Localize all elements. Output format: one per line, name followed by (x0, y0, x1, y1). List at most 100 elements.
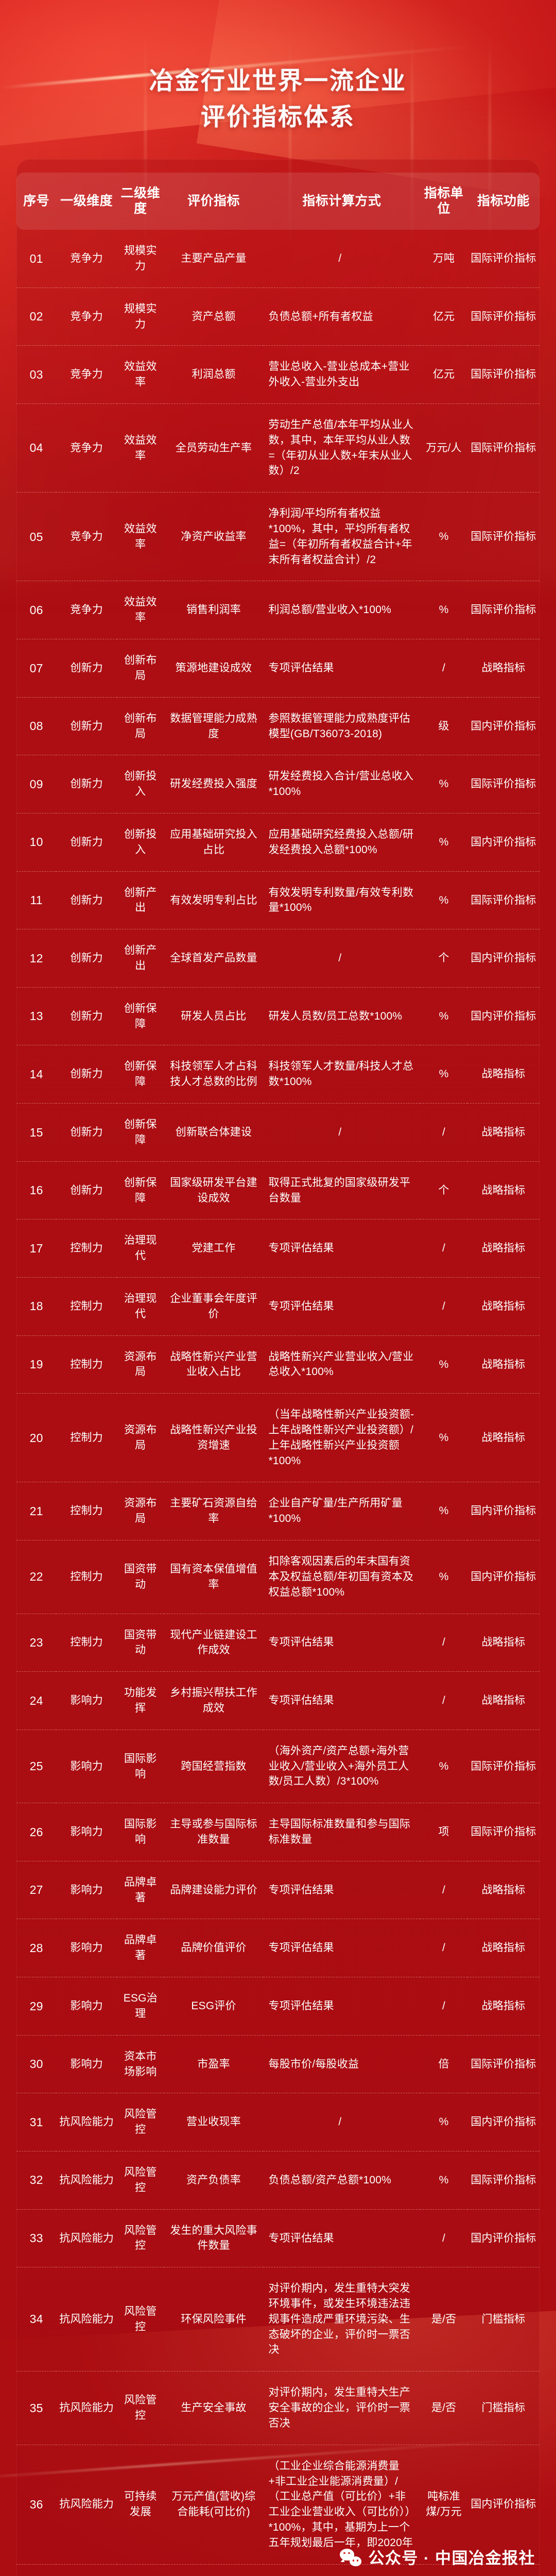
cell-dimension-2: 创新布局 (117, 697, 164, 756)
cell-dimension-2: 创新保障 (117, 987, 164, 1046)
table-row: 29 影响力 ESG治理 ESG评价 专项评估结果 / 战略指标 (16, 1977, 540, 2036)
cell-unit: 个 (420, 1161, 467, 1220)
cell-index: 08 (16, 697, 57, 756)
cell-function: 国际评价指标 (467, 230, 540, 288)
cell-calculation: 研发经费投入合计/营业总收入*100% (263, 755, 421, 814)
cell-dimension-1: 竞争力 (56, 345, 117, 404)
column-header-index: 序号 (23, 193, 50, 208)
cell-calculation: 利润总额/营业收入*100% (263, 581, 421, 640)
table-row: 27 影响力 品牌卓著 品牌建设能力评价 专项评估结果 / 战略指标 (16, 1861, 540, 1920)
cell-unit: 是/否 (420, 2267, 467, 2372)
cell-unit: / (420, 1671, 467, 1730)
cell-calculation: （海外资产/资产总额+海外营业收入/营业收入+海外员工人数/员工人数）/3*10… (263, 1730, 421, 1804)
cell-function: 国际评价指标 (467, 1730, 540, 1804)
cell-calculation: 企业自产矿量/生产所用矿量*100% (263, 1482, 421, 1541)
cell-indicator: 乡村振兴帮扶工作成效 (164, 1671, 264, 1730)
cell-unit: / (420, 1219, 467, 1278)
cell-function: 国际评价指标 (467, 755, 540, 814)
table-row: 22 控制力 国资带动 国有资本保值增值率 扣除客观因素后的年末国有资本及权益总额/年初… (16, 1540, 540, 1614)
cell-dimension-1: 创新力 (56, 987, 117, 1046)
cell-unit: % (420, 1045, 467, 1104)
cell-indicator: 发生的重大风险事件数量 (164, 2209, 264, 2268)
cell-unit: 级 (420, 697, 467, 756)
cell-dimension-2: 国资带动 (117, 1540, 164, 1614)
table-row: 32 抗风险能力 风险管控 资产负债率 负债总额/资产总额*100%% 国际评价指标 (16, 2151, 540, 2210)
cell-indicator: 品牌价值评价 (164, 1919, 264, 1978)
cell-calculation: 研发人员数/员工总数*100% (263, 987, 421, 1046)
cell-index: 21 (16, 1482, 57, 1541)
cell-index: 16 (16, 1161, 57, 1220)
cell-dimension-2: 创新产出 (117, 871, 164, 930)
cell-indicator: ESG评价 (164, 1977, 264, 2036)
cell-function: 国内评价指标 (467, 987, 540, 1046)
cell-dimension-1: 创新力 (56, 929, 117, 988)
cell-dimension-1: 影响力 (56, 1919, 117, 1978)
cell-index: 24 (16, 1671, 57, 1730)
table-row: 19 控制力 资源布局 战略性新兴产业营业收入占比 战略性新兴产业营业收入/营业总收入*… (16, 1335, 540, 1394)
cell-dimension-1: 创新力 (56, 639, 117, 698)
cell-index: 17 (16, 1219, 57, 1278)
cell-dimension-2: 效益效率 (117, 492, 164, 582)
cell-dimension-1: 创新力 (56, 813, 117, 872)
cell-dimension-2: 创新布局 (117, 639, 164, 698)
cell-index: 15 (16, 1103, 57, 1162)
cell-function: 国际评价指标 (467, 871, 540, 930)
table-header: 序号 一级维度 二级维度 评价指标 指标计算方式 指标单位 指标功能 (16, 173, 540, 230)
cell-calculation: 净利润/平均所有者权益*100%，其中，平均所有者权益=（年初所有者权益合计+年… (263, 492, 421, 582)
cell-dimension-2: 风险管控 (117, 2267, 164, 2372)
table-row: 30 影响力 资本市场影响 市盈率 每股市价/每股收益倍国际评价指标 (16, 2035, 540, 2094)
cell-unit: / (420, 1103, 467, 1162)
wechat-icon (340, 2548, 362, 2566)
cell-indicator: 净资产收益率 (164, 492, 264, 582)
cell-index: 02 (16, 287, 57, 346)
cell-calculation: 参照数据管理能力成熟度评估模型(GB/T36073-2018) (263, 697, 421, 756)
cell-index: 20 (16, 1393, 57, 1483)
table-row: 31 抗风险能力 风险管控 营业收现率 /% 国内评价指标 (16, 2093, 540, 2151)
cell-function: 门槛指标 (467, 2267, 540, 2372)
cell-function: 战略指标 (467, 1393, 540, 1483)
cell-function: 门槛指标 (467, 2371, 540, 2445)
cell-index: 26 (16, 1803, 57, 1861)
cell-index: 03 (16, 345, 57, 404)
cell-function: 国际评价指标 (467, 2035, 540, 2094)
cell-unit: 万元/人 (420, 403, 467, 493)
cell-unit: 亿元 (420, 287, 467, 346)
indicator-table: 序号 一级维度 二级维度 评价指标 指标计算方式 指标单位 指标功能 01 竞争力… (16, 173, 540, 2576)
cell-indicator: 党建工作 (164, 1219, 264, 1278)
cell-dimension-1: 抗风险能力 (56, 2151, 117, 2210)
cell-unit: % (420, 2151, 467, 2210)
cell-dimension-2: 国际影响 (117, 1730, 164, 1804)
cell-dimension-2: 效益效率 (117, 581, 164, 640)
cell-function: 国际评价指标 (467, 345, 540, 404)
cell-calculation: 劳动生产总值/本年平均从业人数，其中，本年平均从业人数=（年初从业人数+年末从业… (263, 403, 421, 493)
table-row: 24 影响力 功能发挥 乡村振兴帮扶工作成效 专项评估结果 / 战略指标 (16, 1671, 540, 1730)
column-header-dim2: 二级维度 (120, 186, 161, 216)
cell-function: 国际评价指标 (467, 1803, 540, 1861)
table-row: 33 抗风险能力 风险管控 发生的重大风险事件数量 专项评估结果 / 国内评价指标 (16, 2209, 540, 2268)
cell-dimension-2: 效益效率 (117, 345, 164, 404)
cell-index: 06 (16, 581, 57, 640)
cell-indicator: 现代产业链建设工作成效 (164, 1614, 264, 1672)
cell-dimension-2: 效益效率 (117, 403, 164, 493)
cell-dimension-1: 创新力 (56, 697, 117, 756)
cell-index: 10 (16, 813, 57, 872)
cell-indicator: 企业董事会年度评价 (164, 1277, 264, 1336)
cell-dimension-1: 竞争力 (56, 581, 117, 640)
cell-calculation: 扣除客观因素后的年末国有资本及权益总额/年初国有资本及权益总额*100% (263, 1540, 421, 1614)
table-row: 04 竞争力 效益效率 全员劳动生产率 劳动生产总值/本年平均从业人数，其中，本年平均从… (16, 403, 540, 493)
cell-unit: 是/否 (420, 2371, 467, 2445)
cell-dimension-2: 国资带动 (117, 1614, 164, 1672)
cell-calculation: 有效发明专利数量/有效专利数量*100% (263, 871, 421, 930)
cell-dimension-2: 资源布局 (117, 1335, 164, 1394)
cell-dimension-2: 资源布局 (117, 1482, 164, 1541)
cell-index: 14 (16, 1045, 57, 1104)
cell-dimension-2: 国际影响 (117, 1803, 164, 1861)
cell-dimension-1: 创新力 (56, 871, 117, 930)
cell-dimension-2: 可持续发展 (117, 2445, 164, 2565)
cell-dimension-1: 影响力 (56, 2035, 117, 2094)
cell-index: 28 (16, 1919, 57, 1978)
cell-function: 国内评价指标 (467, 2209, 540, 2268)
cell-calculation: 科技领军人才数量/科技人才总数*100% (263, 1045, 421, 1104)
cell-dimension-2: 功能发挥 (117, 1671, 164, 1730)
cell-indicator: 研发经费投入强度 (164, 755, 264, 814)
